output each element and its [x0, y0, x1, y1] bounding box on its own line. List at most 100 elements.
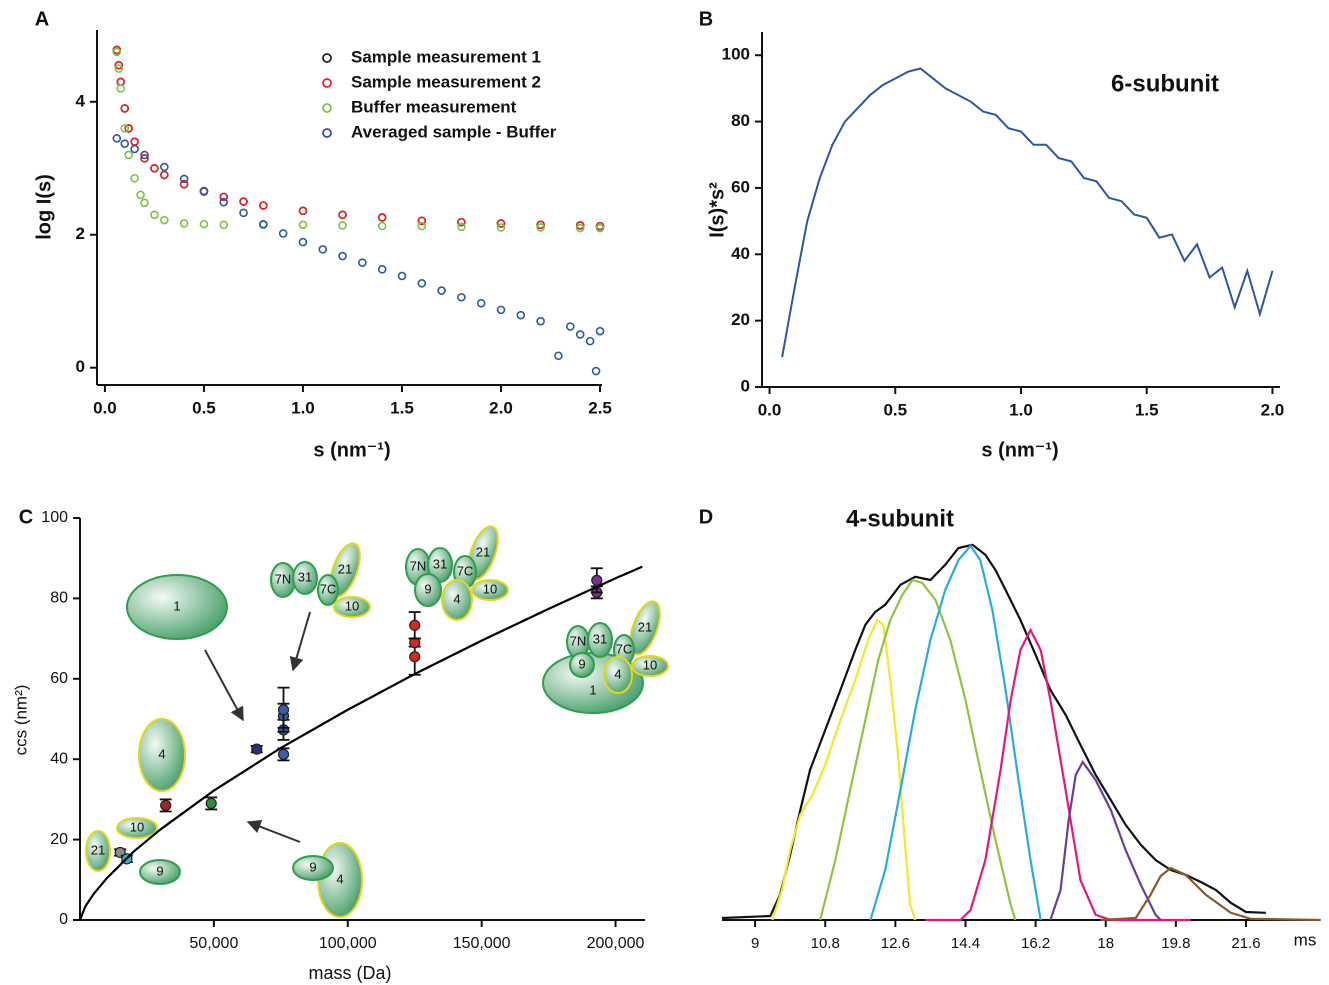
subunit-cartoon: 1 7N 31 21 7C 9 4 10 — [542, 600, 669, 714]
subunit-label: 9 — [156, 863, 163, 878]
point — [136, 190, 145, 200]
point — [457, 292, 466, 302]
point — [179, 174, 189, 184]
line — [869, 544, 1042, 921]
point — [160, 162, 169, 172]
subunit — [317, 574, 339, 606]
subunit-label: 4 — [158, 746, 165, 761]
y-tick-label: 2 — [76, 224, 85, 243]
legend-marker — [322, 128, 332, 138]
x-tick-label: 200,000 — [587, 935, 645, 952]
subunit — [587, 622, 613, 658]
subunit-label: 7C — [457, 563, 474, 578]
subunit-label: 10 — [643, 657, 657, 672]
y-axis-label: log I(s) — [33, 174, 55, 240]
y-tick-label: 80 — [50, 590, 68, 607]
legend-label: Sample measurement 2 — [351, 72, 541, 91]
x-tick-label: 14.4 — [951, 935, 980, 952]
line — [819, 578, 1017, 921]
x-tick-label: 10.8 — [811, 935, 840, 952]
point — [536, 223, 545, 232]
point — [239, 208, 248, 218]
subunit-label: 21 — [91, 842, 105, 857]
point — [377, 213, 387, 222]
arrow — [289, 611, 311, 672]
subunit-label: 10 — [345, 598, 359, 613]
point — [120, 139, 130, 148]
subunit — [569, 652, 595, 678]
point — [575, 330, 585, 339]
subunit — [138, 718, 186, 792]
point — [160, 799, 172, 812]
y-tick-label: 80 — [731, 111, 750, 130]
subunit — [414, 573, 442, 607]
point — [140, 150, 149, 160]
x-tick-label: 50,000 — [189, 935, 238, 952]
point — [124, 150, 133, 160]
subunit — [333, 596, 371, 618]
x-tick-label: 16.2 — [1021, 935, 1050, 952]
line — [781, 67, 1274, 358]
point — [358, 258, 367, 267]
subunit — [116, 817, 158, 839]
subunit-cartoon: 21 — [85, 830, 111, 872]
x-tick-label: 0.5 — [883, 400, 907, 419]
subunit — [629, 600, 661, 656]
subunit-label: 1 — [173, 598, 180, 613]
line — [925, 627, 1191, 922]
line — [771, 618, 917, 921]
subunit-label: 21 — [338, 561, 352, 576]
point — [516, 310, 526, 320]
y-tick-label: 0 — [76, 357, 85, 376]
legend-marker — [322, 53, 332, 63]
y-tick-label: 100 — [722, 45, 750, 64]
point — [377, 221, 387, 231]
arrow — [204, 649, 244, 722]
point — [179, 179, 189, 189]
subunit — [292, 855, 334, 881]
subunit-label: 4 — [336, 871, 343, 886]
point — [120, 104, 130, 113]
point — [205, 797, 217, 810]
subunit-cartoon: 49 — [292, 842, 363, 918]
y-tick-label: 100 — [41, 509, 68, 526]
subunit — [471, 579, 509, 601]
x-tick-label: 21.6 — [1231, 935, 1260, 952]
panel-label: D — [699, 506, 713, 528]
y-tick-label: 40 — [50, 750, 68, 767]
subunit-label: 4 — [614, 666, 621, 681]
subunit — [631, 655, 669, 677]
subunit-label: 9 — [309, 859, 316, 874]
point — [575, 223, 585, 233]
point — [554, 351, 563, 361]
point — [409, 651, 421, 663]
point — [566, 322, 575, 331]
subunit-label: 21 — [476, 544, 490, 559]
point — [338, 251, 347, 261]
line — [1100, 866, 1321, 922]
point — [298, 237, 308, 247]
point — [199, 219, 209, 229]
subunit-label: 4 — [453, 591, 460, 606]
point — [112, 134, 122, 143]
point — [595, 223, 605, 233]
point — [298, 206, 308, 216]
x-tick-label: 2.0 — [489, 398, 513, 417]
fit-line — [78, 565, 643, 921]
point — [318, 245, 328, 254]
x-tick-label: 2.0 — [1261, 400, 1285, 419]
point — [496, 305, 506, 315]
point — [140, 154, 149, 163]
line — [721, 543, 1266, 920]
panel-label: C — [19, 506, 33, 528]
x-tick-label: 18 — [1097, 935, 1114, 952]
point — [496, 219, 506, 228]
subunit-label: 7C — [320, 581, 337, 596]
y-tick-label: 20 — [731, 310, 750, 329]
point — [591, 574, 603, 586]
point — [595, 326, 605, 336]
subunit-label: 7N — [410, 558, 427, 573]
point — [112, 47, 122, 57]
point — [251, 743, 263, 755]
subunit — [603, 656, 633, 694]
